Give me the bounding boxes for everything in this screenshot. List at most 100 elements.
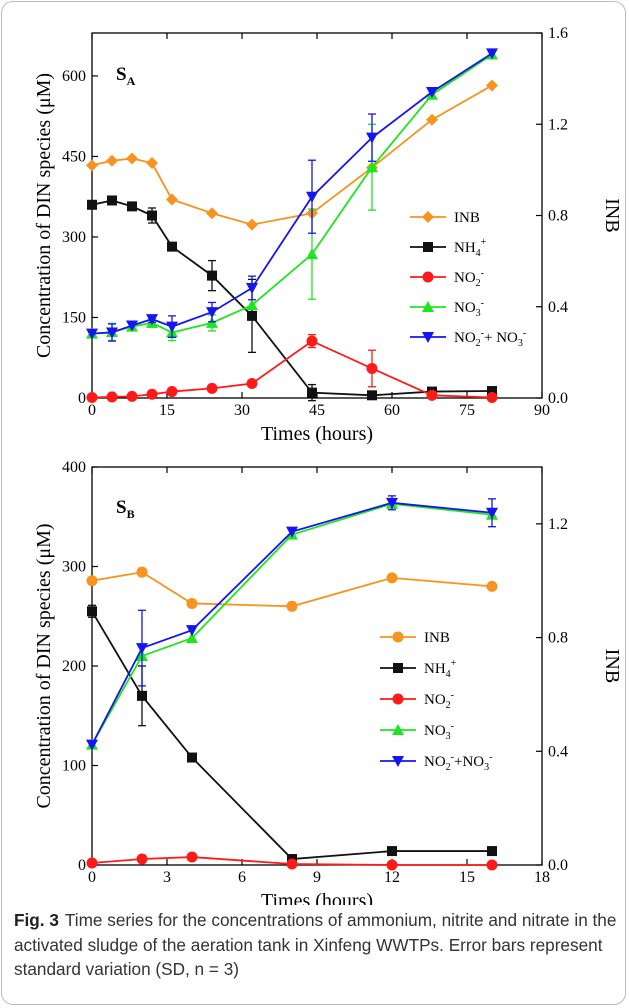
data-point [207, 270, 217, 281]
series-line [91, 856, 492, 866]
data-point [146, 157, 158, 170]
data-point [137, 690, 147, 701]
y2-tick-label: 0.4 [548, 743, 568, 760]
legend-entry-1: NH4+ [380, 658, 457, 680]
x-tick-label: 15 [159, 402, 175, 419]
data-point [486, 391, 498, 403]
x-tick-label: 6 [238, 869, 246, 886]
data-point [367, 390, 377, 401]
data-point [306, 248, 318, 260]
series-0 [86, 566, 498, 612]
y2-tick-label: 0.0 [548, 857, 568, 874]
series-3 [86, 48, 498, 342]
legend-entry-1: NH4+ [410, 237, 487, 259]
data-point [246, 218, 258, 231]
data-point [486, 859, 498, 871]
y-tick-label: 150 [62, 309, 86, 326]
legend-entry-0: INB [410, 210, 480, 226]
x-tick-label: 15 [459, 869, 475, 886]
y-tick-label: 0 [78, 390, 86, 407]
data-point [486, 79, 498, 92]
data-point [246, 299, 258, 311]
data-point [286, 526, 298, 538]
y-tick-label: 300 [62, 559, 86, 576]
series-2 [86, 851, 498, 871]
y-tick-label: 400 [62, 459, 86, 476]
data-point [186, 597, 198, 609]
y2-tick-label: 0.0 [548, 390, 568, 407]
series-4 [86, 48, 498, 342]
data-point [306, 191, 318, 203]
legend-marker [392, 724, 404, 735]
data-point [86, 739, 98, 751]
legend-label-4: NO2-+NO3- [424, 752, 492, 773]
y-tick-label: 100 [62, 758, 86, 775]
series-0 [86, 79, 498, 231]
data-point [126, 320, 138, 332]
y2-axis-title: INB [601, 198, 623, 232]
x-axis-title: Times (hours) [261, 423, 373, 445]
data-point [126, 390, 138, 402]
legend-entry-3: NO3- [380, 721, 454, 742]
legend-marker [393, 663, 403, 673]
data-point [87, 199, 97, 210]
caption-text: Time series for the concentrations of am… [14, 910, 617, 979]
data-point [366, 362, 378, 374]
legend-entry-3: NO3- [410, 298, 484, 319]
y2-tick-label: 1.2 [548, 516, 568, 533]
x-tick-label: 30 [234, 402, 250, 419]
data-point [106, 327, 118, 339]
data-point [106, 154, 118, 167]
legend-label-3: NO3- [424, 721, 454, 742]
legend-marker [392, 631, 404, 643]
data-point [486, 580, 498, 592]
x-tick-label: 60 [384, 402, 400, 419]
data-point [246, 282, 258, 294]
legend-label-0: INB [424, 630, 450, 646]
legend-label-1: NH4+ [454, 237, 487, 259]
axes-group: 0 15 30 45 60 75 90 0 150 300 450 600 0.0 0.4 0.8 1.2 1.… [33, 25, 623, 445]
x-tick-label: 45 [309, 402, 325, 419]
y-tick-label: 200 [62, 658, 86, 675]
data-point [426, 87, 438, 99]
x-tick-label: 0 [88, 402, 96, 419]
data-point [246, 378, 258, 390]
legend-label-2: NO2- [454, 268, 484, 289]
legend-entry-2: NO2- [380, 690, 454, 711]
y2-tick-label: 0.4 [548, 299, 568, 316]
data-point [147, 210, 157, 221]
legend-entry-0: INB [380, 630, 450, 646]
data-point [187, 752, 197, 763]
figure-caption: Fig. 3 Time series for the concentrations… [14, 908, 618, 982]
chart-panel-sa: 0 15 30 45 60 75 90 0 150 300 450 600 0.0 0.4 0.8 1.2 1.… [33, 25, 623, 445]
legend-marker [422, 301, 434, 312]
series-line [91, 199, 493, 397]
data-point [386, 572, 398, 584]
data-point [86, 159, 98, 172]
series-2 [86, 334, 498, 403]
data-point [366, 161, 378, 173]
legend-entry-4: NO2-+NO3- [380, 752, 492, 773]
legend-label-1: NH4+ [424, 658, 457, 680]
chart-panel-sb: 0 3 6 9 12 15 18 0 100 200 300 400 0.0 0.4 0.8 1.2 Times… [33, 459, 623, 905]
data-point [166, 321, 178, 333]
data-point [166, 193, 178, 206]
data-point [386, 859, 398, 871]
y-tick-label: 300 [62, 229, 86, 246]
series-line [91, 501, 493, 746]
data-point [127, 201, 137, 212]
data-point [486, 48, 498, 60]
y2-tick-label: 1.2 [548, 116, 568, 133]
y2-tick-label: 1.6 [548, 25, 568, 42]
x-tick-label: 90 [534, 402, 550, 419]
data-point [487, 846, 497, 857]
data-point [426, 389, 438, 401]
legend-label-0: INB [454, 210, 480, 226]
data-point [126, 152, 138, 165]
data-point [206, 207, 218, 220]
y-tick-label: 0 [78, 857, 86, 874]
panel-label: SA [116, 64, 136, 88]
data-point [286, 858, 298, 870]
series-line [91, 571, 493, 608]
